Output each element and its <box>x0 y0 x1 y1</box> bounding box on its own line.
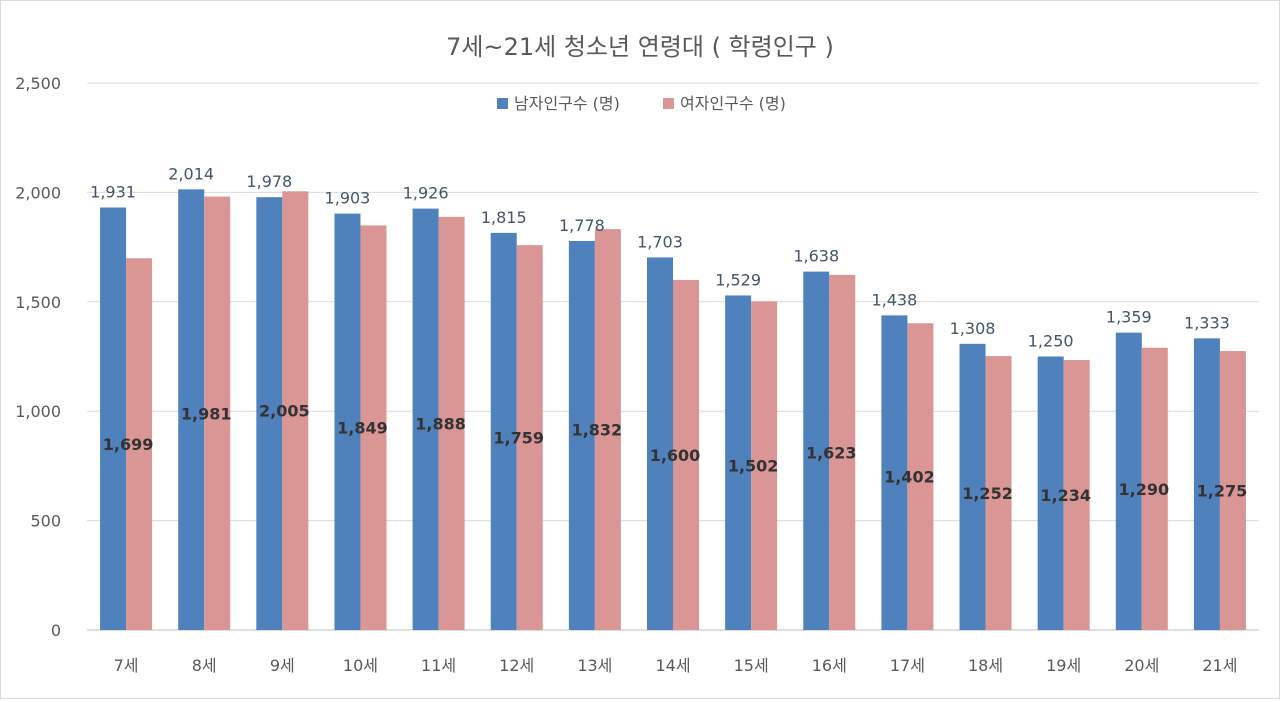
legend-label: 여자인구수 (명) <box>680 94 786 113</box>
legend-swatch <box>497 98 508 109</box>
x-tick-label: 19세 <box>1046 656 1081 675</box>
data-label-female: 1,623 <box>806 443 857 462</box>
data-label-female: 1,402 <box>884 468 935 487</box>
bar-female <box>1063 360 1090 630</box>
x-tick-label: 21세 <box>1202 656 1237 675</box>
bars <box>100 189 1246 631</box>
data-label-female: 1,252 <box>962 484 1013 503</box>
data-label-female: 1,832 <box>572 421 623 440</box>
x-tick-label: 8세 <box>192 656 217 675</box>
x-tick-label: 11세 <box>421 656 456 675</box>
x-tick-label: 20세 <box>1124 656 1159 675</box>
bar-female <box>204 196 231 631</box>
data-label-male: 1,778 <box>559 216 605 235</box>
bar-male <box>725 295 752 630</box>
y-tick-label: 2,000 <box>15 183 61 202</box>
x-tick-label: 14세 <box>655 656 690 675</box>
bar-female <box>829 274 856 630</box>
x-tick-label: 16세 <box>812 656 847 675</box>
x-tick-label: 9세 <box>270 656 295 675</box>
data-label-male: 2,014 <box>168 164 214 183</box>
data-label-male: 1,438 <box>871 290 917 309</box>
bar-male <box>256 197 283 630</box>
data-label-male: 1,931 <box>90 182 136 201</box>
data-label-female: 1,759 <box>493 429 544 448</box>
data-label-female: 1,234 <box>1040 486 1091 505</box>
x-tick-label: 12세 <box>499 656 534 675</box>
bar-female <box>594 229 621 631</box>
bar-female <box>673 279 699 630</box>
legend: 남자인구수 (명) 여자인구수 (명) <box>497 94 786 113</box>
bar-male <box>1037 356 1064 630</box>
data-labels: 1,931 1,699 2,014 1,981 1,978 2,005 1,903 1,849… <box>90 164 1247 505</box>
bar-female <box>516 245 543 630</box>
bar-female <box>282 191 309 630</box>
bar-female <box>1219 351 1246 630</box>
data-label-male: 1,308 <box>950 319 996 338</box>
legend-swatch <box>663 98 674 109</box>
data-label-female: 1,849 <box>337 419 388 438</box>
bar-male <box>1193 338 1220 630</box>
legend-label: 남자인구수 (명) <box>514 94 620 113</box>
x-tick-label: 10세 <box>343 656 378 675</box>
bar-female <box>438 216 465 631</box>
data-label-male: 1,529 <box>715 270 761 289</box>
chart-title: 7세~21세 청소년 연령대 ( 학령인구 ) <box>446 33 834 61</box>
data-label-female: 1,981 <box>181 404 232 423</box>
data-label-female: 1,502 <box>728 457 779 476</box>
y-tick-label: 1,000 <box>15 402 61 421</box>
y-tick-label: 1,500 <box>15 293 61 312</box>
x-tick-label: 15세 <box>734 656 769 675</box>
bar-female <box>985 356 1012 630</box>
x-tick-label: 18세 <box>968 656 1003 675</box>
bar-female <box>1141 347 1168 630</box>
bar-male <box>490 232 517 631</box>
bar-male <box>803 271 830 630</box>
bar-male <box>100 207 127 630</box>
data-label-male: 1,333 <box>1184 313 1230 332</box>
bar-male <box>881 315 908 630</box>
y-tick-label: 2,500 <box>15 74 61 93</box>
data-label-female: 1,290 <box>1118 480 1169 499</box>
y-tick-label: 500 <box>30 512 61 531</box>
bar-male <box>647 257 673 630</box>
data-label-female: 1,600 <box>650 446 701 465</box>
data-label-male: 1,815 <box>481 208 527 227</box>
bar-male <box>334 213 361 630</box>
data-label-male: 1,638 <box>793 247 839 266</box>
x-tick-label: 13세 <box>577 656 612 675</box>
data-label-male: 1,359 <box>1106 308 1152 327</box>
data-label-male: 1,250 <box>1028 332 1074 351</box>
data-label-male: 1,926 <box>403 184 449 203</box>
data-label-female: 1,275 <box>1197 482 1248 501</box>
x-axis-tick-labels: 7세 8세 9세 10세 11세 12세 13세 14세 15세 16세 17세 18세 19세 20세 2… <box>114 656 1238 675</box>
data-label-male: 1,978 <box>246 172 292 191</box>
y-tick-label: 0 <box>51 621 61 640</box>
bar-female <box>751 301 778 630</box>
data-label-male: 1,903 <box>325 189 371 208</box>
x-tick-label: 17세 <box>890 656 925 675</box>
bar-female <box>126 258 153 630</box>
bar-male <box>178 189 205 631</box>
bar-male <box>412 208 439 631</box>
data-label-male: 1,703 <box>637 232 683 251</box>
y-axis-tick-labels: 0 500 1,000 1,500 2,000 2,500 <box>15 74 61 640</box>
data-label-female: 2,005 <box>259 402 310 421</box>
bar-female <box>360 225 387 631</box>
x-tick-label: 7세 <box>114 656 139 675</box>
bar-male <box>1115 332 1142 630</box>
bar-male <box>959 343 986 630</box>
data-label-female: 1,699 <box>103 435 154 454</box>
data-label-female: 1,888 <box>415 414 466 433</box>
bar-female <box>907 323 934 630</box>
bar-male <box>568 240 595 630</box>
